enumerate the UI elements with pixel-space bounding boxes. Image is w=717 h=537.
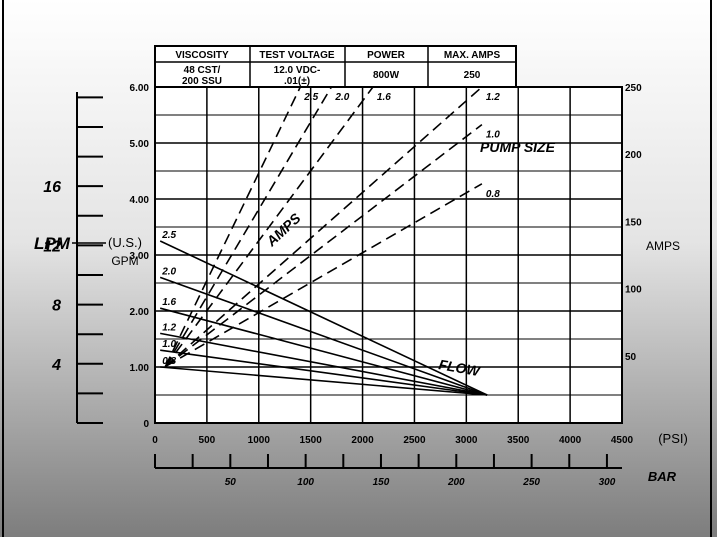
flow-line-1-0 <box>160 349 488 396</box>
y-tick-label: 5.00 <box>130 139 150 150</box>
amps-line-2-0 <box>164 86 333 367</box>
flow-curves <box>159 240 488 396</box>
y-tick-label: 6.00 <box>130 83 150 94</box>
amps-line-1-2 <box>164 86 483 368</box>
power-value: 800W <box>373 70 400 81</box>
y-tick-label: 1.00 <box>130 363 150 374</box>
test-voltage-header: TEST VOLTAGE <box>259 50 335 61</box>
test-voltage-value-line1: 12.0 VDC- <box>274 65 321 76</box>
bar-axis: 50 100 150 200 250 300 <box>154 454 622 488</box>
x-tick-label: 500 <box>199 435 216 446</box>
x-tick-label: 0 <box>152 435 158 446</box>
amps-line-0-8 <box>164 183 483 368</box>
amps-series-label: 1.0 <box>486 130 500 141</box>
x-tick-label: 2000 <box>351 435 374 446</box>
amps-series-label: 0.8 <box>486 189 500 200</box>
bar-tick-label: 150 <box>373 477 390 488</box>
x-tick-label: 3500 <box>507 435 530 446</box>
x-tick-label: 4000 <box>559 435 582 446</box>
amps-series-label: 2.0 <box>334 92 349 103</box>
flow-series-label: 1.0 <box>162 339 176 350</box>
us-label: (U.S.) <box>108 235 142 250</box>
amps-series-label: 1.6 <box>377 92 391 103</box>
flow-series-label: 1.6 <box>162 297 176 308</box>
gpm-axis-title: GPM <box>111 254 138 268</box>
flow-line-0-8 <box>160 366 488 396</box>
psi-axis-title: (PSI) <box>658 431 688 446</box>
bar-tick-label: 200 <box>447 477 465 488</box>
max-amps-value: 250 <box>464 70 481 81</box>
bar-tick-label: 50 <box>225 477 237 488</box>
test-voltage-value-line2: .01(±) <box>284 76 310 87</box>
viscosity-value-line2: 200 SSU <box>182 76 222 87</box>
psi-axis: 0 500 1000 1500 2000 2500 3000 3500 4000 4500 <box>152 435 633 446</box>
x-tick-label: 1500 <box>300 435 323 446</box>
x-tick-label: 3000 <box>455 435 478 446</box>
amps-tick-label: 200 <box>625 150 642 161</box>
flow-line-2-5 <box>159 240 488 396</box>
amps-line-2-5 <box>164 86 302 367</box>
amps-axis: 50 100 150 200 250 <box>625 83 642 363</box>
y-tick-label: 3.00 <box>130 251 150 262</box>
pump-size-label: PUMP SIZE <box>480 139 556 155</box>
lpm-tick-label: 16 <box>43 179 61 196</box>
max-amps-header: MAX. AMPS <box>444 50 501 61</box>
x-tick-label: 4500 <box>611 435 634 446</box>
curve-labels: 2.5 2.0 1.6 1.2 1.0 0.8 2.5 2.0 1.6 1.2 1.0 0.8 <box>161 92 500 367</box>
flow-series-label: 2.0 <box>161 266 176 277</box>
bar-tick-label: 100 <box>297 477 314 488</box>
amps-line-1-6 <box>164 86 374 368</box>
lpm-axis: 4 8 12 16 <box>43 92 103 424</box>
x-tick-label: 2500 <box>403 435 426 446</box>
gpm-axis: 0 1.00 2.00 3.00 4.00 5.00 6.00 <box>130 83 150 430</box>
flow-line-1-2 <box>160 332 488 396</box>
y-tick-label: 4.00 <box>130 195 150 206</box>
flow-line-1-6 <box>159 307 488 396</box>
flow-line-2-0 <box>159 276 488 396</box>
lpm-tick-label: 4 <box>51 357 61 374</box>
lpm-axis-title: LPM <box>34 234 71 253</box>
viscosity-value-line1: 48 CST/ <box>184 65 221 76</box>
amps-axis-title: AMPS <box>646 239 680 253</box>
amps-tick-label: 50 <box>625 352 637 363</box>
lpm-tick-label: 8 <box>52 298 61 315</box>
flow-curve-label: FLOW <box>437 356 482 379</box>
spec-table: VISCOSITY TEST VOLTAGE POWER MAX. AMPS 4… <box>154 45 517 88</box>
amps-series-label: 2.5 <box>303 92 318 103</box>
y-tick-label: 2.00 <box>130 307 150 318</box>
x-tick-label: 1000 <box>248 435 271 446</box>
power-header: POWER <box>367 50 406 61</box>
amps-line-1-0 <box>164 123 483 368</box>
y-tick-label: 0 <box>143 419 149 430</box>
bar-tick-label: 300 <box>599 477 616 488</box>
flow-series-label: 1.2 <box>162 322 176 333</box>
amps-series-label: 1.2 <box>486 92 500 103</box>
amps-tick-label: 150 <box>625 217 642 228</box>
amps-tick-label: 100 <box>625 285 642 296</box>
viscosity-header: VISCOSITY <box>175 50 229 61</box>
bar-tick-label: 250 <box>522 477 540 488</box>
grid-lines <box>155 87 622 423</box>
flow-series-label: 0.8 <box>162 356 176 367</box>
spec-table-frame <box>154 45 517 88</box>
lpm-tick-label: 12 <box>43 238 61 255</box>
amps-tick-label: 250 <box>625 83 642 94</box>
bar-axis-title: BAR <box>648 469 677 484</box>
amps-curves <box>164 86 483 368</box>
flow-series-label: 2.5 <box>161 230 176 241</box>
